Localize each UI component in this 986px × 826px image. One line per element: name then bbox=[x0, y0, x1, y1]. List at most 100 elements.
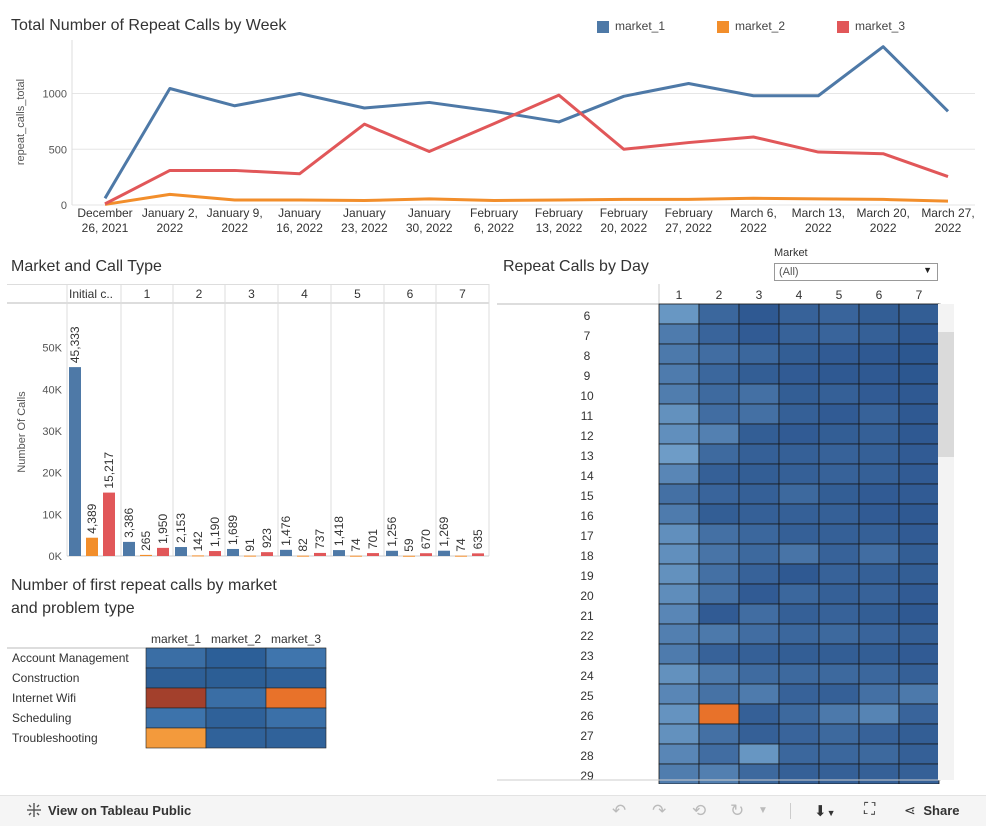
heatmap-cell bbox=[778, 343, 820, 365]
bar-market_2 bbox=[192, 555, 204, 557]
heatmap-cell bbox=[778, 663, 820, 685]
column-header: 4 bbox=[796, 288, 803, 302]
bar-data-label: 737 bbox=[313, 529, 327, 549]
x-tick-label: March 6, bbox=[730, 206, 777, 220]
bar-data-label: 1,476 bbox=[279, 515, 293, 545]
heatmap-cell bbox=[738, 683, 780, 705]
heatmap-cell bbox=[778, 743, 820, 765]
undo-icon[interactable]: ↶ bbox=[612, 801, 627, 820]
heatmap-cell bbox=[858, 583, 900, 605]
heatmap-cell bbox=[698, 443, 740, 465]
heatmap-cell bbox=[698, 563, 740, 585]
bar-data-label: 45,333 bbox=[68, 326, 82, 363]
footer-divider bbox=[790, 803, 791, 819]
series-line-market_2 bbox=[104, 192, 949, 206]
heatmap-cell bbox=[658, 723, 700, 745]
chevron-down-icon: ▼ bbox=[923, 265, 932, 275]
download-icon[interactable]: ⬇▼ bbox=[814, 803, 836, 820]
row-label: 24 bbox=[580, 669, 594, 683]
bar-market_1 bbox=[175, 547, 187, 556]
heatmap-cell bbox=[738, 623, 780, 645]
bar-data-label: 4,389 bbox=[85, 503, 99, 533]
heatmap-cell bbox=[818, 343, 860, 365]
revert-icon[interactable]: ⟲ bbox=[692, 801, 707, 820]
bar-data-label: 701 bbox=[366, 529, 380, 549]
row-label: 13 bbox=[580, 449, 594, 463]
bar-data-label: 82 bbox=[296, 538, 310, 552]
heatmap-cell bbox=[818, 763, 860, 784]
heatmap-cell bbox=[858, 683, 900, 705]
heatmap-cell bbox=[898, 743, 940, 765]
heatmap-cell bbox=[658, 583, 700, 605]
heatmap-cell bbox=[658, 623, 700, 645]
market-filter-dropdown[interactable]: (All) ▼ bbox=[774, 263, 938, 281]
heatmap-cell bbox=[818, 383, 860, 405]
heatmap-cell bbox=[658, 503, 700, 525]
pause-dropdown-icon[interactable]: ▼ bbox=[758, 805, 768, 816]
heatmap-cell bbox=[738, 743, 780, 765]
heatmap-cell bbox=[778, 443, 820, 465]
market-filter-value: (All) bbox=[779, 266, 799, 278]
view-on-tableau-public-link[interactable]: View on Tableau Public bbox=[26, 802, 191, 818]
heatmap-cell bbox=[818, 603, 860, 625]
heatmap-cell bbox=[738, 583, 780, 605]
row-label: 6 bbox=[584, 309, 591, 323]
bar-data-label: 142 bbox=[191, 531, 205, 551]
series-line-market_3 bbox=[104, 93, 949, 206]
heatmap-cell bbox=[738, 503, 780, 525]
heatmap-cell bbox=[698, 503, 740, 525]
redo-icon[interactable]: ↷ bbox=[652, 801, 667, 820]
tableau-logo-icon bbox=[27, 803, 41, 817]
heatmap-cell bbox=[265, 667, 327, 689]
heatmap-cell bbox=[858, 503, 900, 525]
refresh-icon[interactable]: ↻ bbox=[730, 801, 745, 820]
day-heatmap[interactable]: 1 2 3 4 5 6 7678910111213141516171819202122232… bbox=[497, 284, 957, 784]
problem-heatmap[interactable]: market_1 market_2 market_3 Account Manageme… bbox=[0, 628, 340, 753]
heatmap-cell bbox=[898, 603, 940, 625]
bar-data-label: 635 bbox=[471, 529, 485, 549]
legend-label-market-3: market_3 bbox=[855, 19, 906, 33]
legend-swatch-market-3 bbox=[837, 21, 849, 33]
heatmap-cell bbox=[818, 483, 860, 505]
x-tick-label: December bbox=[77, 206, 132, 220]
heatmap-cell bbox=[898, 703, 940, 725]
x-tick-label: February bbox=[535, 206, 583, 220]
heatmap-cell bbox=[145, 667, 207, 689]
scrollbar-thumb[interactable] bbox=[938, 332, 954, 457]
heatmap-cell bbox=[698, 523, 740, 545]
heatmap-cell bbox=[698, 303, 740, 325]
heatmap-cell bbox=[898, 423, 940, 445]
heatmap-cell bbox=[898, 683, 940, 705]
heatmap-cell bbox=[698, 743, 740, 765]
heatmap-cell bbox=[858, 383, 900, 405]
x-tick-label: January bbox=[408, 206, 451, 220]
bar-market_1 bbox=[280, 549, 292, 556]
heatmap-cell bbox=[265, 647, 327, 669]
heatmap-cell bbox=[658, 443, 700, 465]
bar-data-label: 2,153 bbox=[174, 513, 188, 543]
bar-chart[interactable]: 0K 10K 20K 30K 40K 50K Number Of Calls Initial … bbox=[0, 284, 495, 562]
heatmap-cell bbox=[738, 383, 780, 405]
line-chart-legend: market_1 market_2 market_3 bbox=[597, 19, 977, 35]
heatmap-cell bbox=[898, 443, 940, 465]
fullscreen-icon[interactable]: ⛶ bbox=[864, 801, 876, 818]
row-label: 26 bbox=[580, 709, 594, 723]
heatmap-cell bbox=[778, 423, 820, 445]
heatmap-cell bbox=[738, 303, 780, 325]
heatmap-cell bbox=[738, 523, 780, 545]
heatmap-cell bbox=[738, 483, 780, 505]
heatmap-cell bbox=[698, 383, 740, 405]
row-label: 17 bbox=[580, 529, 594, 543]
market-filter-label: Market bbox=[774, 247, 808, 259]
heatmap-cell bbox=[898, 383, 940, 405]
line-chart-title: Total Number of Repeat Calls by Week bbox=[11, 17, 287, 34]
x-tick-label: 2022 bbox=[221, 221, 248, 235]
bar-market_3 bbox=[314, 552, 326, 556]
share-icon: ⋖ bbox=[904, 802, 916, 818]
heatmap-cell bbox=[738, 763, 780, 784]
heatmap-cell bbox=[898, 403, 940, 425]
share-button[interactable]: ⋖ Share bbox=[904, 802, 960, 819]
x-tick-label: 2022 bbox=[156, 221, 183, 235]
x-tick-label: February bbox=[600, 206, 648, 220]
